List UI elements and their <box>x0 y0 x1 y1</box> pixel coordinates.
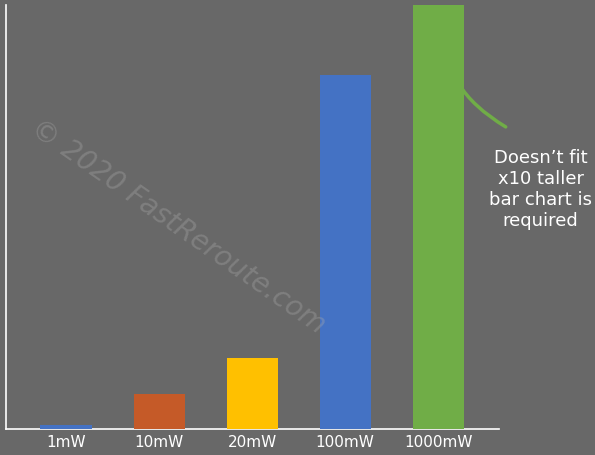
Bar <box>133 394 184 429</box>
Bar <box>413 0 464 429</box>
Bar <box>40 425 92 429</box>
Text: © 2020 FastReroute.com: © 2020 FastReroute.com <box>26 113 331 338</box>
Bar <box>227 359 278 429</box>
Text: Doesn’t fit
x10 taller
bar chart is
required: Doesn’t fit x10 taller bar chart is requ… <box>489 149 592 229</box>
Bar <box>320 76 371 429</box>
